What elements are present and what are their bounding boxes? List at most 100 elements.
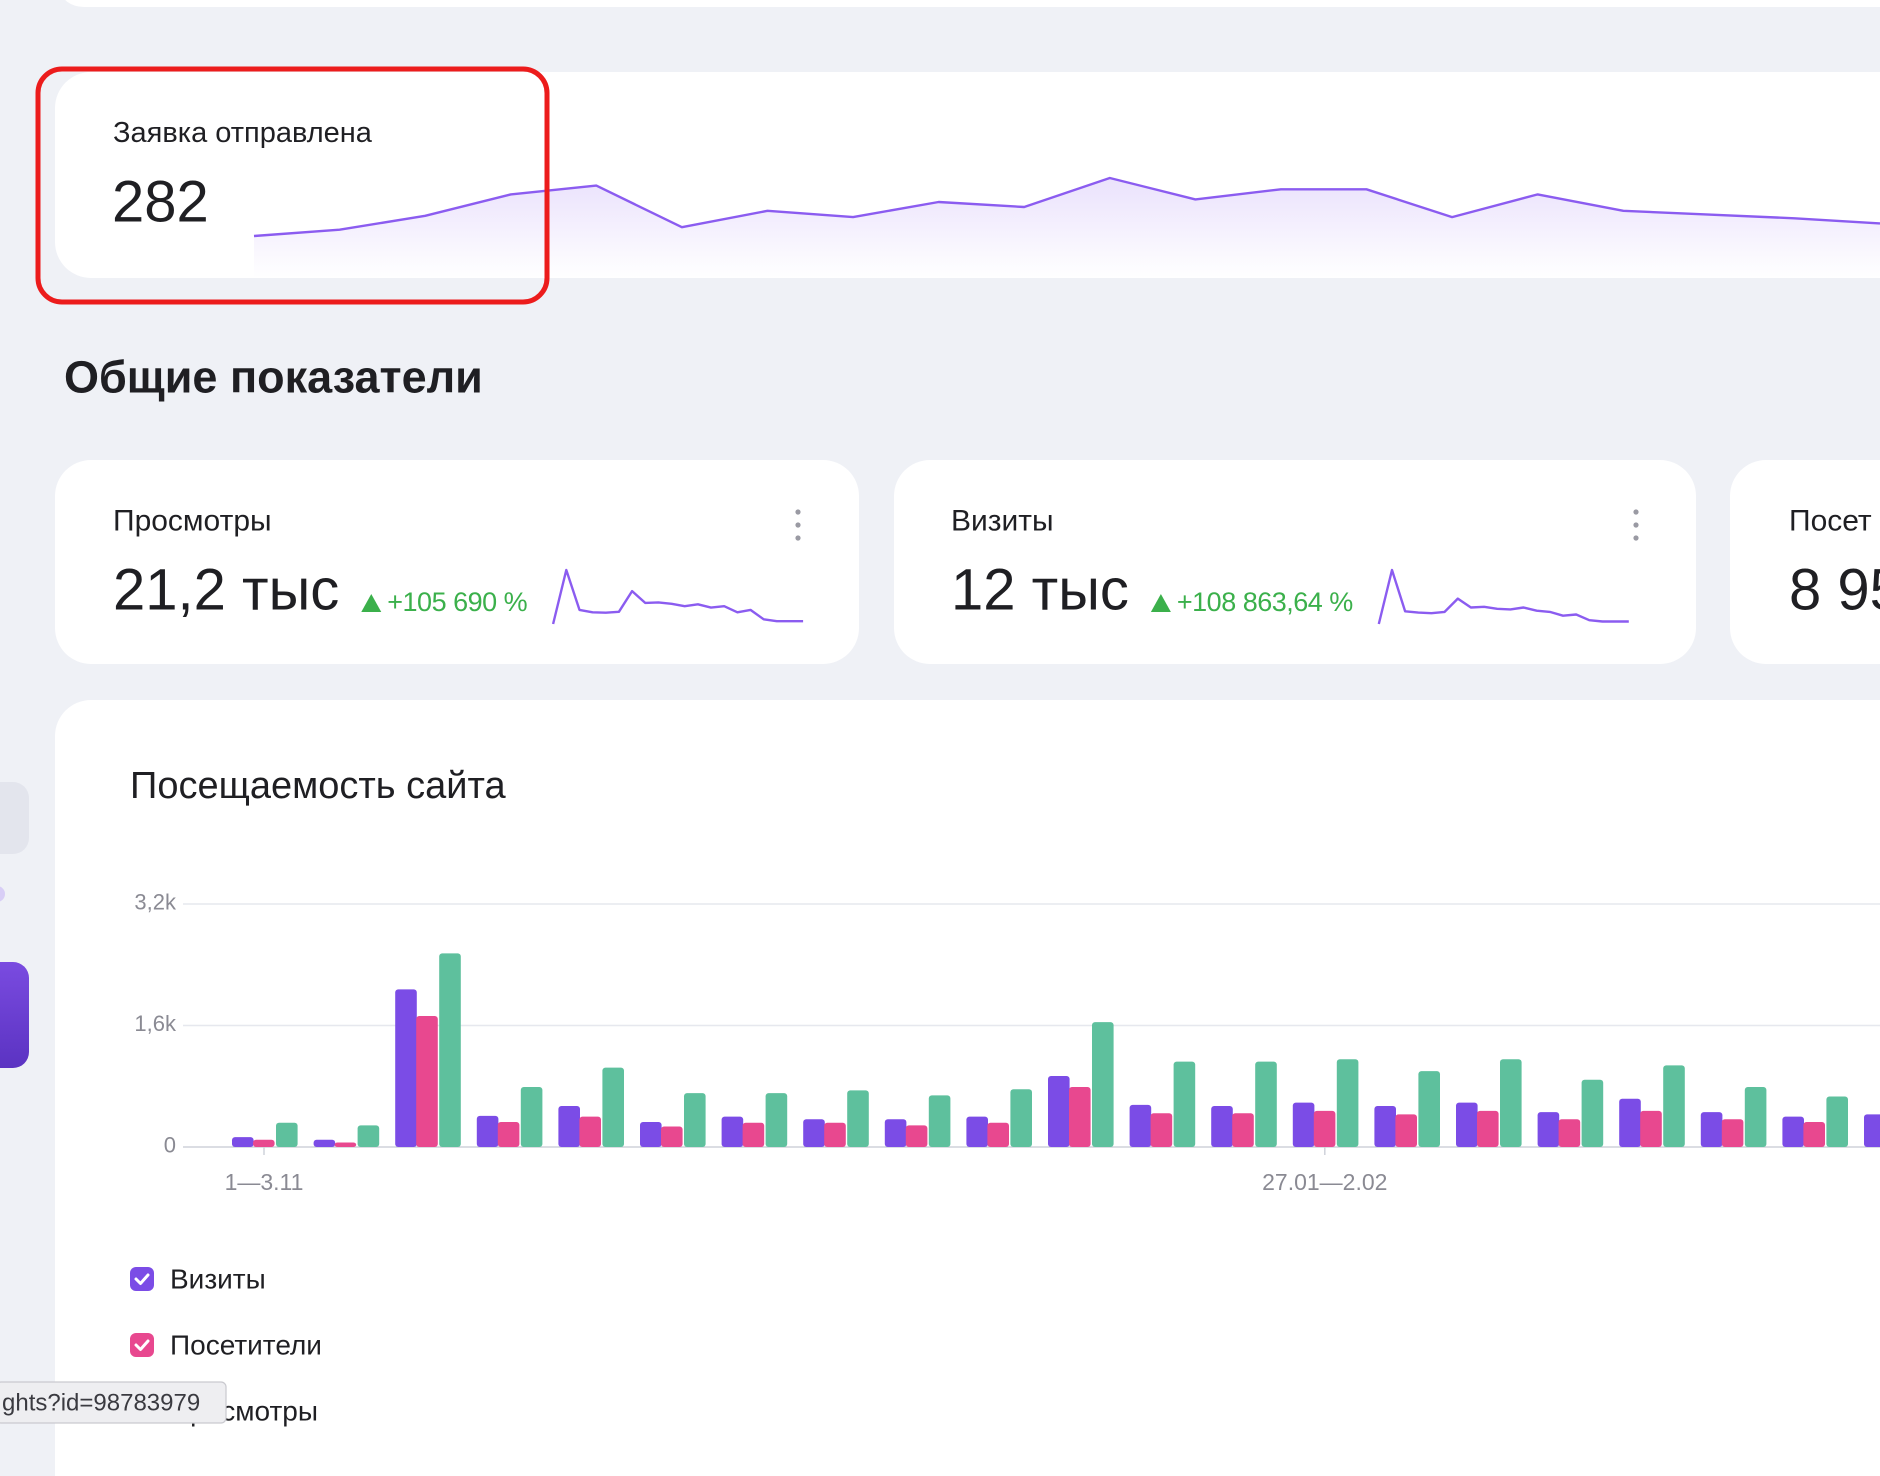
bar bbox=[742, 1122, 765, 1147]
metric-change: +108 863,64 % bbox=[1177, 587, 1353, 617]
url-tooltip-text: ghts?id=98783979 bbox=[2, 1390, 200, 1417]
chart-card bbox=[55, 700, 1880, 1476]
bar bbox=[253, 1139, 275, 1147]
bar bbox=[765, 1093, 788, 1147]
sparkline bbox=[1377, 568, 1629, 625]
bar bbox=[334, 1142, 357, 1147]
sparkline bbox=[551, 568, 804, 625]
bar bbox=[661, 1126, 683, 1147]
bar bbox=[1744, 1087, 1767, 1147]
bar bbox=[1150, 1113, 1173, 1147]
bar bbox=[1232, 1113, 1254, 1147]
chart-title: Посещаемость сайта bbox=[130, 765, 506, 807]
menu-dot bbox=[1633, 535, 1639, 541]
legend-checkbox[interactable] bbox=[130, 1267, 154, 1291]
bar bbox=[803, 1119, 825, 1147]
sparkline bbox=[253, 176, 1880, 238]
bar bbox=[439, 953, 461, 1147]
bar bbox=[1173, 1061, 1196, 1147]
sparkline-area bbox=[254, 178, 1880, 278]
metric-title: Посет bbox=[1789, 505, 1872, 538]
bar bbox=[602, 1067, 624, 1147]
metric-title: Просмотры bbox=[113, 505, 272, 538]
bar bbox=[1069, 1087, 1091, 1147]
trend-up-icon bbox=[1150, 594, 1171, 612]
bar bbox=[1640, 1110, 1662, 1147]
highlight-frame bbox=[35, 66, 550, 305]
goal-title: Заявка отправлена bbox=[113, 117, 373, 149]
bar bbox=[884, 1119, 907, 1147]
legend-label[interactable]: Посетители bbox=[170, 1330, 322, 1361]
bar bbox=[276, 1122, 298, 1147]
bar bbox=[416, 1016, 438, 1147]
bar bbox=[579, 1116, 601, 1147]
sidebar-button[interactable] bbox=[0, 962, 29, 1068]
legend-check bbox=[134, 1273, 150, 1285]
bar bbox=[1129, 1104, 1152, 1147]
menu-dot bbox=[795, 535, 801, 541]
legend-label[interactable]: Визиты bbox=[170, 1264, 266, 1295]
bar bbox=[558, 1105, 580, 1147]
goal-value: 282 bbox=[112, 170, 209, 235]
bar bbox=[1292, 1102, 1315, 1147]
y-tick-label: 3,2k bbox=[134, 890, 177, 915]
bar bbox=[1782, 1116, 1804, 1147]
bar bbox=[520, 1087, 543, 1147]
trend-up-icon bbox=[361, 594, 382, 612]
bar bbox=[1418, 1071, 1440, 1147]
metric-value: 12 тыс bbox=[951, 558, 1129, 623]
bar bbox=[721, 1116, 744, 1147]
bar bbox=[928, 1095, 951, 1147]
bar bbox=[1558, 1119, 1581, 1147]
metric-card bbox=[1730, 460, 1880, 664]
bar bbox=[476, 1115, 499, 1147]
bar bbox=[1048, 1075, 1070, 1147]
menu-dot bbox=[1633, 509, 1639, 515]
bar bbox=[1313, 1110, 1336, 1147]
bar bbox=[1700, 1112, 1723, 1147]
bar bbox=[1826, 1096, 1848, 1147]
bar bbox=[1663, 1065, 1685, 1147]
bar bbox=[1092, 1022, 1114, 1147]
bar bbox=[1864, 1114, 1880, 1147]
bar bbox=[1374, 1105, 1396, 1147]
legend-checkbox[interactable] bbox=[130, 1333, 154, 1357]
bar bbox=[824, 1122, 846, 1147]
y-tick-label: 0 bbox=[164, 1133, 176, 1158]
section-title: Общие показатели bbox=[64, 352, 483, 403]
bar bbox=[395, 989, 417, 1147]
content: Заявка отправлена 282 Общие показатели Прос… bbox=[0, 117, 1880, 1427]
top-card bbox=[65, 0, 1880, 7]
bar bbox=[640, 1121, 662, 1147]
bar bbox=[684, 1093, 706, 1147]
bar bbox=[1456, 1102, 1478, 1147]
metric-value: 8 95 bbox=[1789, 558, 1880, 623]
bar bbox=[1619, 1098, 1641, 1147]
metric-value: 21,2 тыс bbox=[113, 558, 339, 623]
metric-card bbox=[894, 460, 1696, 664]
menu-dot bbox=[1633, 522, 1639, 528]
bar bbox=[357, 1125, 380, 1147]
sidebar-item[interactable] bbox=[0, 782, 29, 854]
bar bbox=[1537, 1112, 1560, 1147]
sidebar-dot bbox=[0, 886, 5, 902]
bar bbox=[987, 1122, 1009, 1147]
legend-check bbox=[134, 1339, 150, 1351]
bar bbox=[1721, 1119, 1744, 1147]
menu-dot bbox=[795, 522, 801, 528]
bar bbox=[1500, 1059, 1522, 1147]
bar bbox=[905, 1125, 928, 1147]
bar bbox=[1581, 1079, 1604, 1147]
menu-dot bbox=[795, 509, 801, 515]
bar bbox=[1010, 1089, 1032, 1147]
bar bbox=[1477, 1110, 1499, 1147]
bar bbox=[232, 1137, 254, 1147]
bar bbox=[497, 1121, 520, 1147]
metric-title: Визиты bbox=[951, 505, 1054, 538]
bar bbox=[1255, 1061, 1277, 1147]
bar bbox=[1211, 1105, 1233, 1147]
x-tick-label: 1—3.11 bbox=[225, 1169, 304, 1195]
